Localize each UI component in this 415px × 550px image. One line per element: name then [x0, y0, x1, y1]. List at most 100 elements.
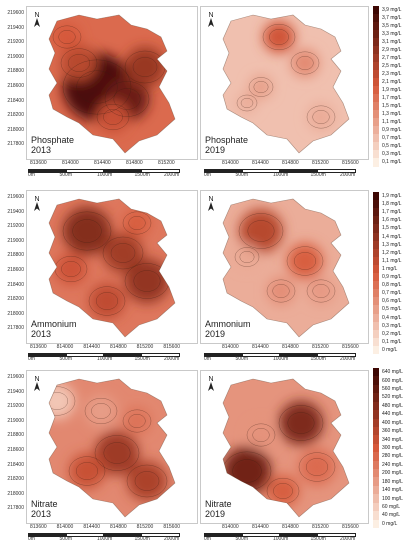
- map-panel-nitrate-2013: N Nitrate 2013: [26, 370, 198, 524]
- scale-bar: 0m 500m 1000m 1500m 2000m: [204, 169, 356, 181]
- contour-line: [273, 483, 293, 499]
- x-tick-label: 814400: [252, 160, 269, 166]
- scale-bar-label: 500m: [59, 536, 73, 542]
- legend-level-label: 140 mg/L: [382, 487, 403, 494]
- panel-label: Nitrate 2013: [31, 499, 58, 519]
- y-tick-label: 217800: [7, 141, 24, 148]
- panel-label-parameter: Nitrate: [31, 499, 58, 509]
- contour-line: [306, 105, 336, 129]
- legend-ammonium: 1,9 mg/L 1,8 mg/L 1,7 mg/L 1,6 mg/L 1,5 mg/L…: [373, 192, 413, 355]
- legend-swatch: [373, 477, 379, 487]
- concentration-hotspot: [89, 283, 125, 319]
- north-arrow-icon: N: [31, 10, 43, 28]
- panel-label-year: 2019: [205, 329, 226, 339]
- concentration-map: [48, 14, 176, 154]
- y-tick-label: 218400: [7, 97, 24, 104]
- legend-level-label: 3,7 mg/L: [382, 15, 402, 21]
- scale-bar: 0m 500m 1000m 1500m 2000m: [28, 169, 180, 181]
- x-tick-label: 815600: [342, 524, 359, 530]
- x-tick-label: 815200: [136, 524, 154, 530]
- y-tick-label: 219400: [7, 388, 24, 395]
- y-tick-label: 218600: [7, 447, 24, 453]
- x-tick-label: 815200: [312, 344, 329, 350]
- x-tick-label: 814400: [252, 524, 269, 530]
- legend-swatch: [373, 376, 379, 386]
- legend-swatch: [373, 14, 379, 23]
- legend-swatch: [373, 460, 379, 470]
- legend-level-label: 1,9 mg/L: [382, 193, 402, 200]
- study-area-outline: [222, 378, 350, 518]
- legend-level-label: 0,3 mg/L: [382, 322, 402, 329]
- scale-bar-label: 1500m: [134, 172, 150, 178]
- scale-bar-label: 2000m: [340, 356, 356, 362]
- legend-level-label: 240 mg/L: [382, 461, 403, 468]
- panel-label-parameter: Ammonium: [31, 319, 77, 329]
- concentration-hotspot: [97, 101, 129, 133]
- legend-swatch: [373, 452, 379, 462]
- svg-text:N: N: [208, 376, 213, 383]
- legend-swatch: [373, 337, 379, 347]
- contour-line: [61, 261, 81, 277]
- scale-bar-label: 2000m: [340, 172, 356, 178]
- legend-level-label: 0,1 mg/L: [382, 159, 402, 165]
- legend-swatch: [373, 494, 379, 504]
- legend-swatch: [373, 297, 379, 306]
- legend-level-label: 2,7 mg/L: [382, 55, 402, 61]
- y-tick-label: 218000: [7, 310, 24, 317]
- panel-label-year: 2013: [31, 329, 52, 339]
- y-tick-label: 219600: [7, 374, 24, 380]
- legend-swatch: [373, 22, 379, 31]
- legend-swatch: [373, 485, 379, 495]
- scale-bar-segment: [140, 169, 180, 173]
- legend-level-label: 0,7 mg/L: [382, 290, 402, 297]
- contour-line: [306, 279, 336, 303]
- scale-bar-segment: [316, 533, 356, 537]
- concentration-map: [222, 378, 350, 518]
- legend-level-label: 2,1 mg/L: [382, 79, 402, 85]
- concentration-hotspot: [55, 253, 87, 285]
- contour-line: [126, 464, 168, 498]
- legend-swatch: [373, 519, 379, 529]
- scale-bar-label: 500m: [59, 356, 73, 362]
- contour-line: [102, 236, 144, 270]
- concentration-hotspot: [263, 21, 295, 53]
- y-tick-label: 219000: [7, 237, 24, 244]
- scale-bar-segment: [316, 169, 356, 173]
- y-tick-label: 219600: [7, 10, 24, 16]
- legend-swatch: [373, 401, 379, 411]
- concentration-hotspot: [267, 277, 295, 305]
- scale-bar-label: 2000m: [164, 356, 180, 362]
- legend-swatch: [373, 418, 379, 428]
- concentration-hotspot: [267, 475, 299, 507]
- legend-level-label: 3,9 mg/L: [382, 7, 402, 13]
- panel-label-year: 2019: [205, 145, 226, 155]
- legend-level-label: 2,3 mg/L: [382, 71, 402, 77]
- contour-line: [246, 423, 276, 447]
- x-tick-label: 815600: [342, 344, 359, 350]
- scale-bar-segment: [140, 533, 180, 537]
- concentration-hotspot: [247, 421, 275, 449]
- contour-line: [298, 452, 336, 482]
- legend-swatch: [373, 240, 379, 250]
- legend-level-label: 200 mg/L: [382, 470, 403, 477]
- legend-phosphate: 3,9 mg/L 3,7 mg/L 3,5 mg/L 3,3 mg/L 3,1 mg/L…: [373, 6, 413, 167]
- scale-bar-label: 1000m: [273, 536, 289, 542]
- x-tick-label: 813600: [30, 344, 47, 350]
- x-tick-label: 814800: [282, 344, 299, 350]
- contour-line: [75, 462, 99, 480]
- contour-line: [234, 247, 260, 267]
- concentration-hotspot: [123, 209, 151, 237]
- contour-line: [239, 250, 255, 264]
- legend-swatch: [373, 273, 379, 282]
- legend-swatch: [373, 469, 379, 478]
- x-tick-label: 814800: [282, 160, 299, 166]
- legend-level-label: 0,8 mg/L: [382, 282, 402, 289]
- concentration-hotspot: [53, 23, 81, 51]
- y-tick-label: 217800: [7, 505, 24, 512]
- legend-level-label: 3,5 mg/L: [382, 23, 402, 29]
- legend-swatch: [373, 158, 379, 167]
- legend-swatch: [373, 192, 379, 201]
- legend-swatch: [373, 443, 379, 453]
- x-tick-label: 815600: [163, 524, 181, 530]
- concentration-map: [48, 378, 176, 518]
